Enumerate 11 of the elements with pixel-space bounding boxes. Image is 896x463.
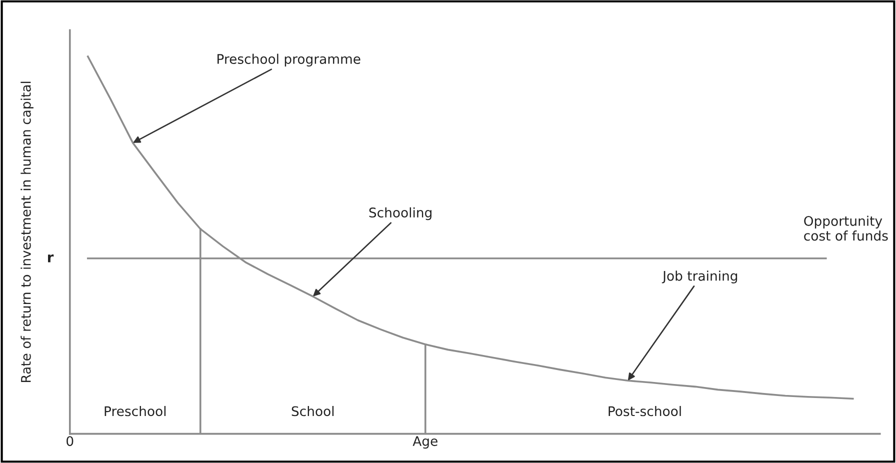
annotation: School: [292, 406, 334, 416]
annotation: Schooling: [369, 207, 432, 220]
ref-line-label: Opportunity cost of funds: [804, 216, 888, 241]
annotation: Job training: [662, 270, 738, 284]
y-axis-title: Rate of return to investment in human capital: [20, 82, 34, 382]
text: r: [48, 254, 54, 262]
annotation: Post-school: [608, 406, 681, 416]
annotation: Preschool: [104, 406, 166, 416]
x-axis-title: Age: [412, 436, 438, 449]
text: 0: [66, 436, 74, 446]
annotation: Preschool programme: [218, 54, 360, 67]
